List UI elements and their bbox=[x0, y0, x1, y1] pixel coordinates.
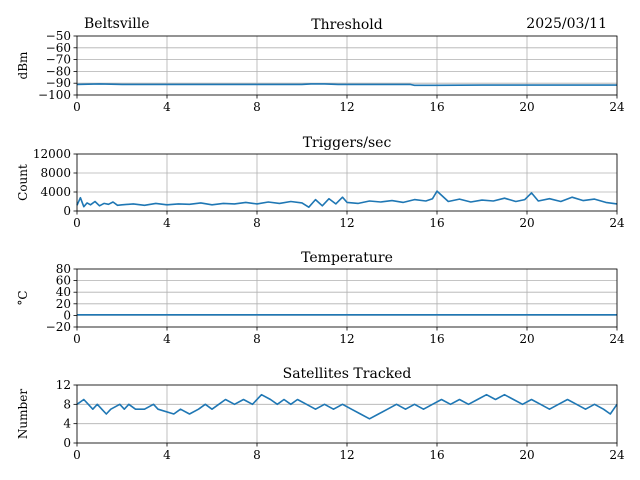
threshold-x-tick-label: 4 bbox=[163, 100, 171, 114]
satellites-y-tick-label: 8 bbox=[63, 397, 71, 411]
temperature-y-tick-label: 40 bbox=[56, 285, 71, 299]
temperature-y-tick-label: 0 bbox=[63, 308, 71, 322]
station-label: Beltsville bbox=[84, 16, 150, 32]
temperature-x-tick-label: 16 bbox=[429, 332, 444, 346]
threshold-y-tick-label: −90 bbox=[46, 76, 71, 90]
satellites-x-tick-label: 4 bbox=[163, 448, 171, 462]
threshold-y-tick-label: −70 bbox=[46, 53, 71, 67]
temperature-x-tick-label: 20 bbox=[519, 332, 534, 346]
triggers-y-tick-label: 8000 bbox=[40, 166, 71, 180]
triggers-x-tick-label: 8 bbox=[253, 216, 261, 230]
threshold-x-tick-label: 20 bbox=[519, 100, 534, 114]
temperature-y-axis-label: °C bbox=[16, 290, 30, 305]
threshold-panel: 0 4 8 12 16 20 24 −100−90−80−70−60−50 Threshold d… bbox=[16, 17, 625, 114]
threshold-y-tick-label: −60 bbox=[46, 41, 71, 55]
threshold-x-tick-label: 16 bbox=[429, 100, 444, 114]
temperature-y-tick-label: 20 bbox=[56, 297, 71, 311]
triggers-x-tick-label: 24 bbox=[609, 216, 625, 230]
satellites-x-tick-label: 16 bbox=[429, 448, 444, 462]
temperature-y-tick-label: −20 bbox=[46, 320, 71, 334]
threshold-x-tick-label: 0 bbox=[73, 100, 81, 114]
temperature-title: Temperature bbox=[301, 250, 393, 266]
threshold-series-line bbox=[76, 83, 617, 87]
threshold-y-axis-label: dBm bbox=[16, 51, 30, 80]
satellites-x-tick-label: 24 bbox=[609, 448, 625, 462]
triggers-x-tick-label: 4 bbox=[163, 216, 171, 230]
temperature-x-tick-label: 4 bbox=[163, 332, 171, 346]
triggers-title: Triggers/sec bbox=[303, 135, 392, 151]
triggers-x-tick-label: 20 bbox=[519, 216, 534, 230]
triggers-x-tick-label: 12 bbox=[339, 216, 354, 230]
threshold-x-tick-label: 8 bbox=[253, 100, 261, 114]
temperature-x-tick-label: 12 bbox=[339, 332, 354, 346]
triggers-x-tick-label: 16 bbox=[429, 216, 444, 230]
triggers-y-tick-label: 4000 bbox=[40, 185, 71, 199]
satellites-x-tick-label: 0 bbox=[73, 448, 81, 462]
temperature-x-tick-label: 8 bbox=[253, 332, 261, 346]
satellites-y-tick-label: 0 bbox=[63, 436, 71, 450]
date-label: 2025/03/11 bbox=[526, 16, 607, 32]
triggers-y-tick-label: 12000 bbox=[33, 147, 71, 161]
satellites-panel: 0 4 8 12 16 20 24 0 4 8 12 Satellites Tracked Number bbox=[16, 366, 625, 462]
satellites-y-tick-label: 12 bbox=[56, 378, 71, 392]
triggers-x-tick-label: 0 bbox=[73, 216, 81, 230]
triggers-y-tick-label: 0 bbox=[63, 204, 71, 218]
temperature-y-tick-label: 80 bbox=[56, 262, 71, 276]
panels: 0 4 8 12 16 20 24 −100−90−80−70−60−50 Threshold d… bbox=[16, 17, 625, 462]
temperature-x-tick-label: 0 bbox=[73, 332, 81, 346]
triggers-series-line bbox=[76, 190, 618, 208]
threshold-title: Threshold bbox=[311, 17, 382, 33]
temperature-x-tick-label: 24 bbox=[609, 332, 625, 346]
satellites-title: Satellites Tracked bbox=[283, 366, 412, 382]
temperature-y-tick-label: 60 bbox=[56, 274, 71, 288]
satellites-x-tick-label: 12 bbox=[339, 448, 354, 462]
threshold-y-tick-label: −50 bbox=[46, 29, 71, 43]
satellites-x-tick-label: 20 bbox=[519, 448, 534, 462]
threshold-y-tick-label: −80 bbox=[46, 64, 71, 78]
satellites-y-axis-label: Number bbox=[16, 389, 30, 439]
satellites-y-tick-label: 4 bbox=[63, 417, 71, 431]
triggers-panel: 0 4 8 12 16 20 24 0 4000 8000 12000 Triggers/sec Cou… bbox=[16, 135, 625, 230]
threshold-y-tick-label: −100 bbox=[38, 88, 71, 102]
threshold-x-tick-label: 12 bbox=[339, 100, 354, 114]
triggers-y-axis-label: Count bbox=[16, 164, 30, 201]
threshold-x-tick-label: 24 bbox=[609, 100, 625, 114]
satellites-x-tick-label: 8 bbox=[253, 448, 261, 462]
satellites-series-line bbox=[76, 393, 618, 420]
